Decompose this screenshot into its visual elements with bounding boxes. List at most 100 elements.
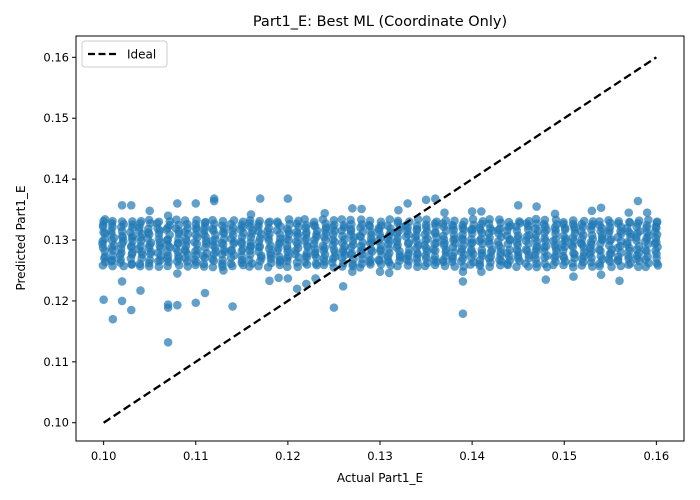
legend: Ideal <box>81 40 168 68</box>
x-tick-label: 0.11 <box>183 449 209 463</box>
scatter-point <box>126 305 136 315</box>
scatter-point <box>173 269 182 278</box>
scatter-point <box>468 214 478 224</box>
y-tick-label: 0.16 <box>43 50 69 64</box>
scatter-point <box>652 223 661 233</box>
scatter-point <box>173 199 182 208</box>
scatter-point <box>459 217 469 226</box>
scatter-point <box>485 214 494 224</box>
scatter-point <box>99 216 108 226</box>
scatter-point <box>154 217 164 227</box>
scatter-point <box>128 217 137 226</box>
scatter-point <box>422 215 431 224</box>
scatter-point <box>348 267 357 276</box>
plot-area <box>98 56 663 424</box>
scatter-point <box>219 266 228 275</box>
scatter-point <box>624 208 634 217</box>
scatter-point <box>337 215 347 224</box>
scatter-point <box>229 216 239 225</box>
scatter-point <box>117 201 127 210</box>
x-tick-label: 0.12 <box>275 449 301 463</box>
scatter-point <box>292 284 302 294</box>
scatter-point <box>568 216 578 225</box>
scatter-point <box>588 217 598 226</box>
scatter-point <box>513 201 523 210</box>
scatter-point <box>644 215 653 225</box>
x-tick-label: 0.14 <box>459 449 485 463</box>
scatter-point <box>126 201 136 210</box>
y-tick-label: 0.15 <box>43 111 69 125</box>
scatter-point <box>633 196 643 206</box>
scatter-point <box>615 276 624 286</box>
scatter-point <box>346 215 355 225</box>
scatter-point <box>569 248 578 258</box>
scatter-point <box>614 216 624 226</box>
scatter-point <box>209 196 219 206</box>
legend-ideal-label: Ideal <box>127 48 156 62</box>
y-tick-label: 0.11 <box>43 355 69 369</box>
scatter-point <box>466 245 476 255</box>
legend-box <box>81 40 168 68</box>
scatter-point <box>255 194 265 203</box>
scatter-point <box>144 215 154 225</box>
scatter-point <box>515 217 524 226</box>
scatter-point <box>412 221 422 230</box>
scatter-point <box>642 208 652 217</box>
scatter-point <box>200 288 210 298</box>
scatter-point <box>228 302 237 311</box>
x-axis-label: Actual Part1_E <box>337 471 423 485</box>
x-tick-label: 0.13 <box>367 449 393 463</box>
scatter-point <box>596 203 606 213</box>
scatter-point <box>283 194 293 203</box>
y-tick-label: 0.13 <box>43 233 69 247</box>
scatter-point <box>540 215 550 225</box>
scatter-point <box>504 217 514 227</box>
scatter-point <box>579 216 589 226</box>
scatter-point <box>348 204 357 213</box>
x-tick-label: 0.16 <box>644 449 670 463</box>
ideal-line-layer <box>103 56 657 424</box>
scatter-point <box>309 217 319 227</box>
scatter-point <box>458 277 468 286</box>
scatter-point <box>458 309 468 319</box>
scatter-point <box>99 295 108 305</box>
scatter-point <box>163 303 173 312</box>
scatter-point <box>117 277 127 286</box>
y-tick-label: 0.10 <box>43 416 69 430</box>
scatter-point <box>284 215 294 224</box>
scatter-point <box>117 296 127 306</box>
scatter-point <box>300 214 309 224</box>
scatter-point <box>108 314 118 324</box>
scatter-point <box>163 338 173 347</box>
scatter-point <box>283 274 293 283</box>
scatter-point <box>191 298 201 308</box>
scatter-point <box>208 215 217 225</box>
scatter-point <box>329 216 339 225</box>
scatter-point <box>540 259 549 268</box>
x-tick-label: 0.10 <box>91 449 117 463</box>
scatter-point <box>163 211 173 220</box>
scatter-point <box>587 206 597 216</box>
scatter-point <box>634 216 644 225</box>
scatter-point <box>201 217 210 227</box>
scatter-point <box>450 216 459 226</box>
scatter-point <box>329 303 339 312</box>
chart-title: Part1_E: Best ML (Coordinate Only) <box>253 14 507 30</box>
scatter-point <box>440 208 449 217</box>
y-axis-label: Predicted Part1_E <box>14 185 28 290</box>
scatter-point <box>569 272 578 281</box>
scatter-point <box>625 217 634 227</box>
scatter-point <box>595 217 604 226</box>
scatter-point <box>375 267 385 276</box>
scatter-point <box>596 270 606 280</box>
scatter-point <box>226 259 236 269</box>
scatter-point <box>265 276 274 286</box>
scatter-point <box>376 217 386 227</box>
scatter-point <box>108 216 117 226</box>
scatter-point <box>384 268 394 278</box>
scatter-point <box>145 206 154 216</box>
scatter-point <box>458 267 468 276</box>
scatter-point <box>477 207 486 216</box>
scatter-point <box>192 215 201 225</box>
scatter-point <box>273 217 282 226</box>
